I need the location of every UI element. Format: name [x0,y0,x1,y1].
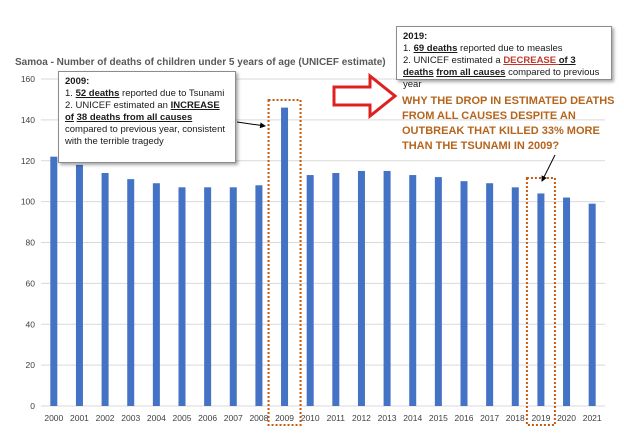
callout-question: WHY THE DROP IN ESTIMATED DEATHS FROM AL… [402,94,617,154]
annotation-2009-line2-rest: compared to previous year, consistent wi… [65,124,226,147]
bar-2014 [409,175,417,406]
highlight-2009 [267,99,302,426]
annotation-2019: 2019: 1. 69 deaths reported due to measl… [396,26,612,90]
x-tick-label: 2007 [224,413,243,423]
annotation-2009-line2-bold2: 38 deaths from all causes [76,112,193,123]
annotation-2019-line2-prefix: 2. UNICEF estimated a [403,55,504,66]
bar-2017 [486,183,494,406]
x-tick-label: 2004 [147,413,166,423]
annotation-2019-line2-bold2: of 3 deaths [403,55,576,78]
bar-2013 [383,170,391,406]
annotation-2009-line2-bold1: INCREASE of [65,100,220,123]
annotation-2019-line2: 2. UNICEF estimated a DECREASE of 3 deat… [403,55,605,91]
chart-title: Samoa - Number of deaths of children und… [15,57,386,68]
bars [50,107,596,407]
highlight-2019 [525,177,556,426]
bar-2000 [50,156,58,406]
y-tick-label: 140 [21,115,35,125]
bar-2009 [281,107,289,407]
x-tick-label: 2003 [121,413,140,423]
x-tick-label: 2010 [301,413,320,423]
bar-2021 [588,203,596,406]
bar-2008 [255,185,263,406]
x-tick-label: 2020 [557,413,576,423]
x-tick-label: 2011 [327,413,346,423]
x-tick-label: 2018 [506,413,525,423]
x-tick-label: 2019 [531,413,550,423]
bar-2005 [178,187,186,406]
bar-2002 [101,173,109,406]
annotation-2009-line1-rest: reported due to Tsunami [119,88,225,99]
annotation-2009-line1-bold: 52 deaths [75,88,120,99]
annotation-2019-line1-prefix: 1. [403,43,414,54]
gridlines [41,78,605,407]
annotation-2009-line2: 2. UNICEF estimated an INCREASE of 38 de… [65,100,229,148]
x-tick-label: 2016 [455,413,474,423]
annotation-2019-heading: 2019: [403,31,428,42]
bar-2015 [434,177,442,406]
y-tick-label: 20 [26,360,36,370]
annotation-2019-line1-rest: reported due to measles [457,43,563,54]
annotation-2009-line2-prefix: 2. UNICEF estimated an [65,100,171,111]
y-tick-label: 40 [26,319,36,329]
highlight-boxes [267,99,556,426]
x-tick-label: 2002 [96,413,115,423]
x-tick-label: 2012 [352,413,371,423]
y-tick-label: 120 [21,156,35,166]
y-tick-label: 100 [21,197,35,207]
annotation-2019-line2-bold3: from all causes [436,67,506,78]
callout-line-1: WHY THE DROP IN ESTIMATED DEATHS [402,95,615,107]
red-block-arrow-icon [332,72,398,120]
x-tick-label: 2000 [44,413,63,423]
annotation-arrows [236,72,556,182]
x-tick-label: 2008 [249,413,268,423]
callout-line-2: FROM ALL CAUSES DESPITE AN [402,110,576,122]
y-tick-label: 80 [26,238,36,248]
bar-2019 [537,193,545,406]
bar-2010 [306,175,314,406]
y-axis-ticks: 0 20 40 60 80 100 120 140 160 [21,74,35,411]
bar-2007 [229,187,237,406]
annotation-2019-line2-bold1: DECREASE [503,55,559,66]
bar-2011 [332,173,340,406]
bar-2020 [563,197,571,406]
x-tick-label: 2006 [198,413,217,423]
x-tick-label: 2021 [583,413,602,423]
annotation-2019-line1: 1. 69 deaths reported due to measles [403,43,605,55]
bar-2001 [75,164,83,406]
x-tick-label: 2001 [70,413,89,423]
y-tick-label: 60 [26,278,36,288]
annotation-2009-line1-prefix: 1. [65,88,76,99]
bar-2016 [460,181,468,406]
annotation-2009: 2009: 1. 52 deaths reported due to Tsuna… [58,71,236,163]
x-tick-label: 2005 [173,413,192,423]
x-tick-label: 2017 [480,413,499,423]
annotation-2009-line1: 1. 52 deaths reported due to Tsunami [65,88,229,100]
bar-2006 [204,187,212,406]
annotation-2009-heading: 2009: [65,76,90,87]
bar-2018 [511,187,519,406]
bar-2012 [357,170,365,406]
callout-line-4: THAN THE TSUNAMI IN 2009? [402,140,560,152]
annotation-2019-line1-bold: 69 deaths [413,43,458,54]
annotation-2019-line2-rest: compared to previous year [403,67,600,90]
bar-2003 [127,179,135,406]
pointer-arrow-2019 [541,154,556,182]
x-axis-ticks: 2000 2001 2002 2003 2004 2005 2006 2007 2008 2009… [44,413,602,423]
pointer-arrow-2009 [236,121,266,129]
x-tick-label: 2015 [429,413,448,423]
x-tick-label: 2009 [275,413,294,423]
x-tick-label: 2013 [378,413,397,423]
x-tick-label: 2014 [403,413,422,423]
y-tick-label: 0 [30,401,35,411]
y-tick-label: 160 [21,74,35,84]
bar-2004 [152,183,160,406]
callout-line-3: OUTBREAK THAT KILLED 33% MORE [402,125,600,137]
